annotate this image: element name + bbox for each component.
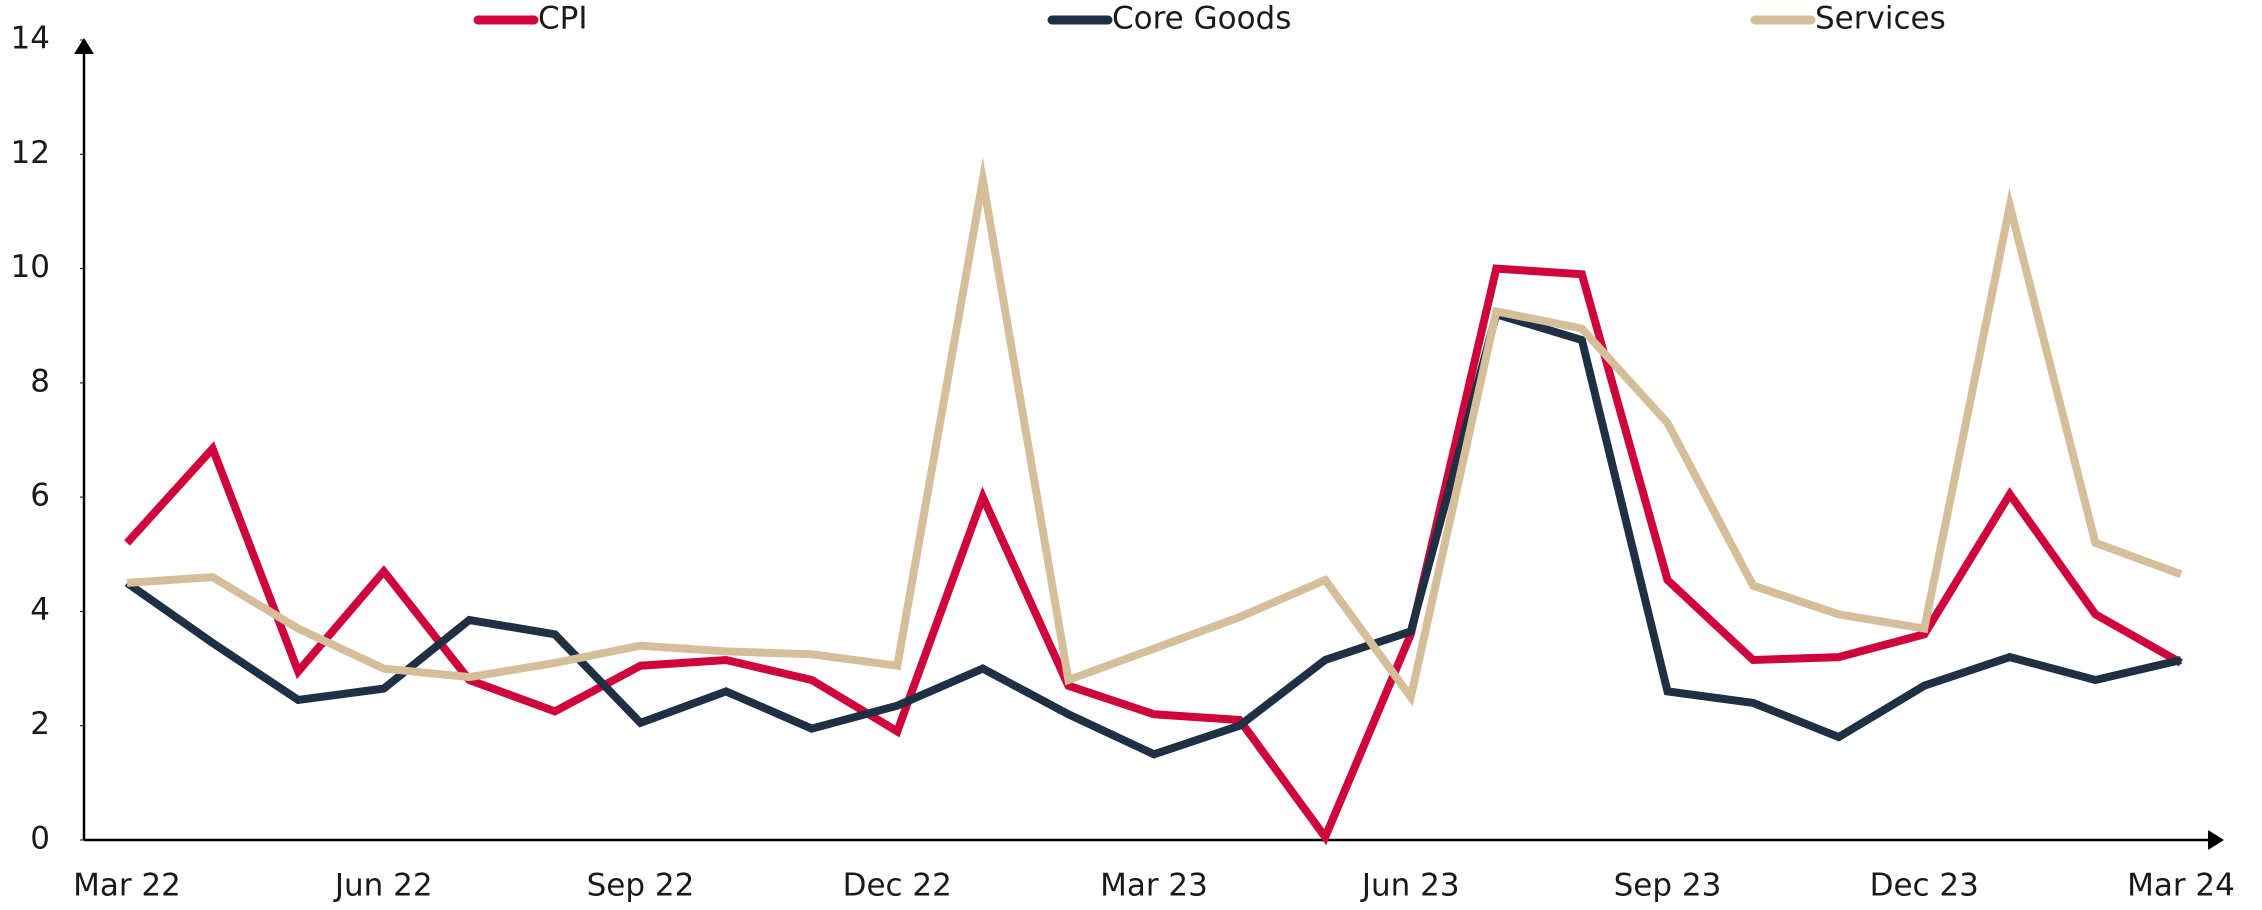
y-tick-label: 12: [11, 135, 50, 171]
y-tick-label: 10: [11, 249, 50, 285]
y-tick-label: 8: [30, 363, 50, 399]
x-tick-label: Mar 22: [73, 868, 181, 904]
x-tick-label: Mar 23: [1100, 868, 1208, 904]
x-axis-arrow: [2208, 830, 2224, 850]
series-line: [124, 309, 2182, 759]
x-tick-label: Dec 23: [1870, 868, 1979, 904]
y-tick-label: 14: [11, 21, 50, 57]
y-axis-arrow: [74, 38, 94, 54]
y-tick-label: 2: [30, 706, 50, 742]
x-tick-label: Dec 22: [843, 868, 952, 904]
y-tick-label: 0: [30, 821, 50, 857]
x-tick-label: Jun 23: [1360, 868, 1460, 904]
legend-label: Services: [1815, 1, 1946, 37]
legend-label: Core Goods: [1112, 1, 1291, 37]
x-tick-label: Sep 23: [1614, 868, 1722, 904]
legend-label: CPI: [538, 1, 587, 37]
y-tick-label: 6: [30, 478, 50, 514]
series-line: [126, 156, 2183, 707]
x-tick-label: Sep 22: [587, 868, 695, 904]
y-tick-label: 4: [30, 592, 50, 628]
x-tick-label: Jun 22: [333, 868, 433, 904]
x-tick-label: Mar 24: [2127, 868, 2235, 904]
